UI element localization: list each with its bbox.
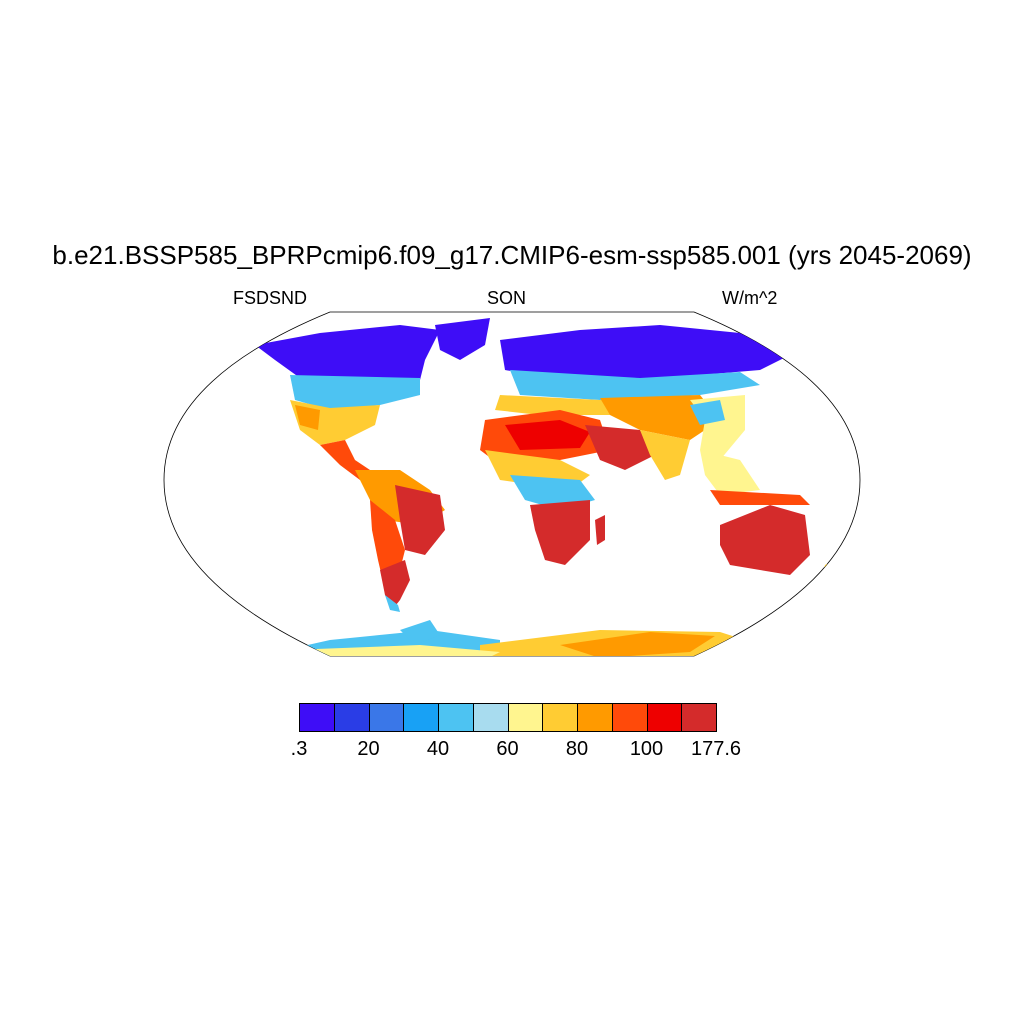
- south-america-tip: [385, 595, 400, 612]
- colorbar-swatch: [611, 703, 648, 732]
- central-asia: [600, 395, 720, 440]
- variable-label: FSDSND: [233, 288, 308, 308]
- plot-title: b.e21.BSSP585_BPRPcmip6.f09_g17.CMIP6-es…: [52, 240, 972, 270]
- arabia: [585, 425, 655, 470]
- new-zealand: [820, 560, 835, 585]
- africa-south: [530, 500, 590, 565]
- africa-sahara-core: [505, 420, 590, 450]
- colorbar-swatch: [681, 703, 717, 732]
- continents: [255, 318, 835, 656]
- tibet: [690, 400, 725, 425]
- antarctica-edge: [290, 645, 500, 656]
- madagascar: [595, 515, 605, 545]
- antarctic-peninsula: [400, 620, 440, 645]
- colorbar-tick-label: 40: [426, 738, 450, 760]
- antarctica-core: [560, 632, 715, 656]
- colorbar-swatch: [542, 703, 578, 732]
- colorbar-tick-label: .3: [290, 738, 308, 760]
- north-america-southwest: [295, 405, 320, 430]
- southeast-asia: [700, 450, 760, 495]
- colorbar-swatch: [299, 703, 335, 732]
- north-america-high: [255, 325, 440, 380]
- colorbar-swatch: [333, 703, 370, 732]
- colorbar-swatch: [368, 703, 405, 732]
- colorbar-tick-label: 20: [357, 738, 380, 760]
- colorbar-swatch: [507, 703, 544, 732]
- south-america-brazil: [395, 485, 445, 555]
- colorbar-swatch: [438, 703, 474, 732]
- africa-central: [510, 475, 595, 510]
- season-label: SON: [487, 288, 527, 308]
- colorbar-tick-label: 80: [565, 738, 589, 760]
- colorbar-swatch: [646, 703, 683, 732]
- indonesia: [710, 490, 810, 505]
- colorbar-swatch: [403, 703, 439, 732]
- units-label: W/m^2: [722, 288, 778, 308]
- north-america-mid: [290, 375, 420, 410]
- colorbar-tick-label: 100: [629, 738, 664, 760]
- colorbar-tick-label: 60: [496, 738, 519, 760]
- australia: [720, 505, 810, 575]
- colorbar-swatch: [472, 703, 509, 732]
- colorbar-swatch: [577, 703, 613, 732]
- india: [640, 430, 690, 480]
- greenland: [435, 318, 490, 360]
- colorbar-tick-label: 177.6: [690, 738, 742, 760]
- eurasia-mid: [510, 370, 760, 400]
- eurasia-north: [500, 325, 790, 380]
